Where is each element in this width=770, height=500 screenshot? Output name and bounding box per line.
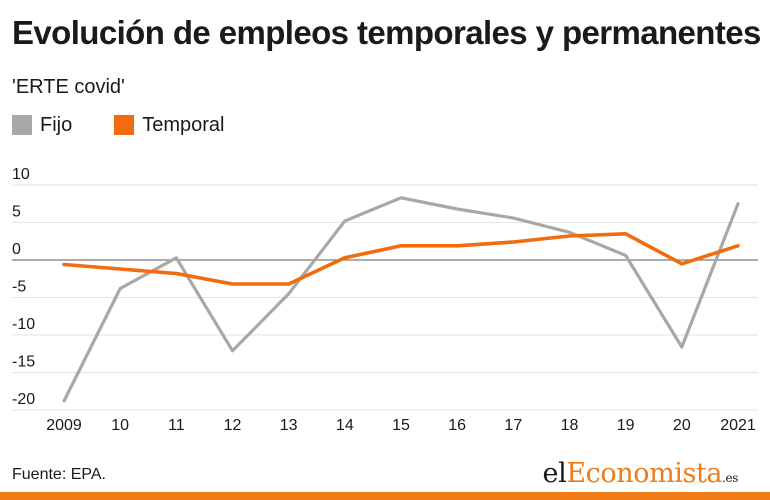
legend-swatch-temporal: [114, 115, 135, 135]
y-tick-label: 0: [12, 241, 21, 258]
chart-title: Evolución de empleos temporales y perman…: [12, 14, 761, 51]
legend-label-fijo: Fijo: [40, 113, 73, 136]
legend: Fijo Temporal: [12, 114, 267, 136]
source-note: Fuente: EPA.: [12, 466, 106, 483]
y-tick-label: -15: [12, 354, 35, 371]
legend-item-fijo: Fijo: [12, 114, 72, 137]
x-tick-label: 10: [111, 417, 129, 434]
logo-part-el: el: [542, 458, 567, 489]
y-tick-label: -20: [12, 391, 35, 408]
logo-part-es: .es: [722, 471, 738, 485]
y-tick-label: -10: [12, 316, 35, 333]
y-tick-label: -5: [12, 279, 26, 296]
x-tick-label: 18: [561, 417, 579, 434]
x-tick-label: 12: [224, 417, 242, 434]
x-tick-label: 16: [448, 417, 466, 434]
x-tick-label: 2009: [46, 417, 82, 434]
x-tick-label: 20: [673, 417, 691, 434]
x-tick-label: 2021: [720, 417, 756, 434]
logo-part-economista: Economista: [566, 458, 723, 489]
series-line-temporal: [62, 232, 740, 286]
y-tick-label: 5: [12, 204, 21, 221]
legend-swatch-fijo: [12, 115, 32, 135]
legend-label-temporal: Temporal: [142, 113, 225, 136]
x-tick-label: 19: [617, 417, 635, 434]
x-tick-label: 13: [280, 417, 298, 434]
x-tick-label: 15: [392, 417, 410, 434]
series-line-fijo: [62, 196, 740, 403]
x-tick-label: 11: [168, 417, 185, 434]
bottom-accent-bar: [0, 492, 770, 500]
legend-item-temporal: Temporal: [114, 113, 225, 137]
x-tick-label: 17: [504, 417, 522, 434]
y-tick-label: 10: [12, 166, 30, 183]
eleconomista-logo: elEconomista.es: [542, 458, 739, 489]
chart-subtitle: 'ERTE covid': [12, 76, 125, 98]
x-tick-label: 14: [336, 417, 354, 434]
